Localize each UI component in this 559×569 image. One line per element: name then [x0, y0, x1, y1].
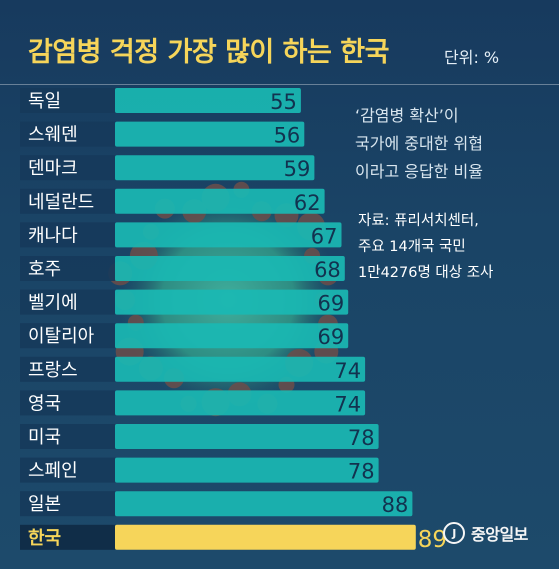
category-label: 영국	[28, 393, 61, 414]
bar	[115, 256, 345, 281]
category-label: 프랑스	[28, 360, 78, 381]
bar	[115, 188, 325, 214]
category-label-bg	[20, 188, 115, 214]
note-line: ‘감염병 확산’이	[355, 106, 459, 125]
value-label: 78	[348, 460, 375, 484]
bar	[115, 457, 379, 483]
category-label-bg	[20, 289, 115, 315]
bar	[115, 88, 301, 113]
unit-label: 단위: %	[444, 48, 500, 67]
category-label-bg	[20, 457, 115, 483]
logo-text: 중앙일보	[471, 525, 528, 544]
category-label: 벨기에	[28, 293, 78, 314]
value-label: 68	[314, 258, 341, 282]
category-label: 미국	[28, 427, 61, 448]
bar	[115, 222, 342, 248]
category-label: 한국	[28, 528, 61, 549]
value-label: 59	[284, 157, 311, 181]
category-label-bg	[20, 491, 115, 517]
category-label-bg	[20, 155, 115, 181]
note-line: 국가에 중대한 위협	[355, 134, 483, 153]
bar-row: 독일 55	[20, 88, 301, 114]
category-label: 이탈리아	[28, 326, 95, 347]
value-label: 78	[348, 426, 375, 450]
bar-row: 프랑스 74	[20, 356, 366, 383]
value-label: 89	[418, 527, 447, 553]
source-note: 자료: 퓨리서치센터, 주요 14개국 국민 1만4276명 대상 조사	[358, 208, 558, 286]
category-label: 스페인	[28, 461, 78, 482]
category-label: 캐나다	[28, 225, 78, 246]
joongang-logo-icon: J	[443, 522, 465, 544]
source-line: 자료: 퓨리서치센터,	[358, 213, 479, 229]
bar-row: 미국 78	[20, 424, 379, 450]
page-title: 감염병 걱정 가장 많이 하는 한국	[28, 37, 389, 68]
category-label: 일본	[28, 494, 61, 515]
value-label: 62	[294, 191, 321, 215]
value-label: 74	[334, 392, 361, 416]
value-label: 88	[382, 493, 409, 517]
title-divider	[0, 84, 559, 85]
bar-row: 영국 74	[20, 390, 366, 416]
category-label: 덴마크	[28, 158, 78, 179]
bar-row: 스웨덴 56	[20, 121, 305, 148]
bar-row: 캐나다 67	[20, 222, 342, 248]
source-line: 1만4276명 대상 조사	[358, 265, 494, 281]
value-label: 56	[274, 124, 301, 148]
category-label-bg	[20, 222, 115, 248]
category-label: 호주	[28, 259, 61, 280]
category-label-bg	[20, 88, 115, 113]
chart-note: ‘감염병 확산’이 국가에 중대한 위협 이라고 응답한 비율	[355, 102, 555, 186]
bar-row: 호주 68	[20, 256, 345, 282]
publisher-logo: J 중앙일보	[443, 520, 528, 546]
value-label: 55	[270, 90, 297, 114]
value-label: 69	[317, 325, 344, 349]
bar-row: 네덜란드 62	[20, 188, 325, 215]
category-label: 네덜란드	[28, 192, 94, 213]
bar-row: 한국 89	[20, 524, 447, 553]
category-label-bg	[20, 323, 115, 349]
bar	[115, 155, 315, 181]
bar-row: 덴마크 59	[20, 155, 315, 181]
bar-row: 이탈리아 69	[20, 323, 349, 349]
bar	[115, 121, 305, 147]
bar	[115, 356, 366, 382]
bar	[115, 491, 413, 517]
bar	[115, 323, 349, 349]
bar	[115, 524, 416, 550]
category-label-bg	[20, 524, 115, 550]
value-label: 74	[334, 359, 361, 383]
category-label-bg	[20, 121, 115, 147]
bar-row: 벨기에 69	[20, 289, 349, 316]
category-label-bg	[20, 256, 115, 281]
category-label: 독일	[28, 91, 61, 112]
bar	[115, 390, 366, 416]
category-label-bg	[20, 424, 115, 449]
source-line: 주요 14개국 국민	[358, 239, 466, 255]
note-line: 이라고 응답한 비율	[355, 162, 483, 181]
value-label: 69	[317, 292, 344, 316]
bar-row: 스페인 78	[20, 457, 379, 484]
bar	[115, 289, 349, 315]
value-label: 67	[311, 224, 338, 248]
bar-row: 일본 88	[20, 491, 413, 517]
category-label-bg	[20, 356, 115, 382]
bar	[115, 424, 379, 449]
category-label: 스웨덴	[28, 125, 78, 146]
category-label-bg	[20, 390, 115, 416]
